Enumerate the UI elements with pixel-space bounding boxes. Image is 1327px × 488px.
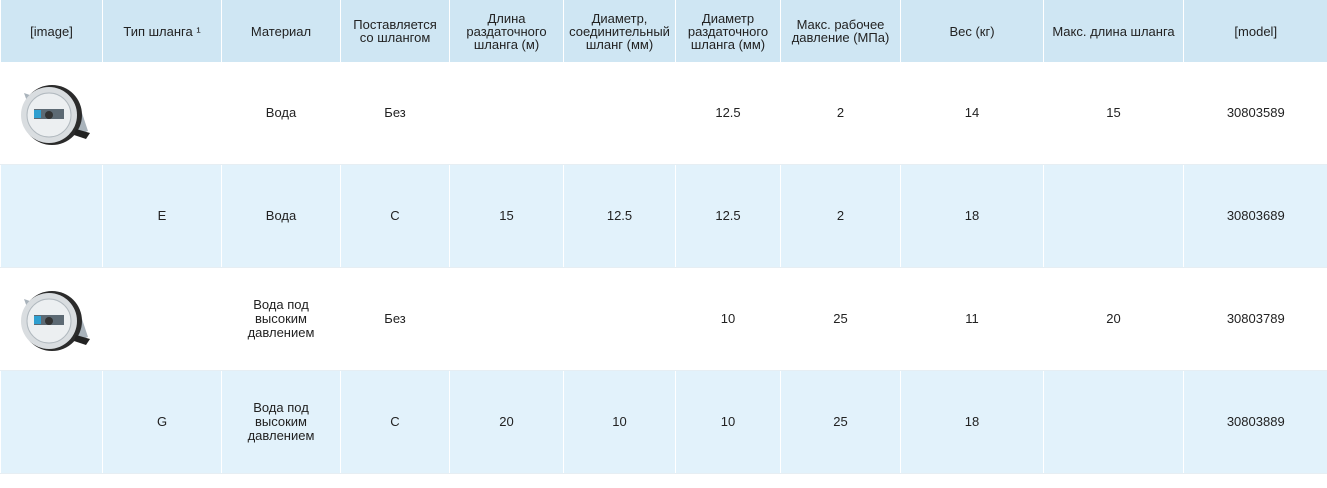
header-cell: Макс. длина шланга bbox=[1044, 0, 1184, 62]
image-cell bbox=[1, 371, 103, 474]
table-cell: 30803789 bbox=[1184, 268, 1327, 371]
table-cell: 20 bbox=[450, 371, 564, 474]
table-cell bbox=[450, 268, 564, 371]
table-cell bbox=[1044, 371, 1184, 474]
table-cell bbox=[103, 62, 222, 165]
table-cell bbox=[564, 268, 676, 371]
table-cell: 15 bbox=[1044, 62, 1184, 165]
table-cell: 10 bbox=[676, 371, 781, 474]
table-cell: 30803889 bbox=[1184, 371, 1327, 474]
table-cell: 2 bbox=[781, 62, 901, 165]
table-cell: 12.5 bbox=[676, 62, 781, 165]
header-cell: [image] bbox=[1, 0, 103, 62]
table-cell: Вода bbox=[222, 165, 341, 268]
table-cell: 2 bbox=[781, 165, 901, 268]
image-cell bbox=[1, 62, 103, 165]
table-cell: Без bbox=[341, 62, 450, 165]
table-cell: Вода bbox=[222, 62, 341, 165]
table-cell: 18 bbox=[901, 165, 1044, 268]
table-cell: 12.5 bbox=[676, 165, 781, 268]
table-cell: 12.5 bbox=[564, 165, 676, 268]
table-cell: С bbox=[341, 371, 450, 474]
header-cell: Макс. рабочее давление (МПа) bbox=[781, 0, 901, 62]
table-cell bbox=[564, 62, 676, 165]
table-cell: E bbox=[103, 165, 222, 268]
table-cell: С bbox=[341, 165, 450, 268]
table-cell: 30803589 bbox=[1184, 62, 1327, 165]
header-cell: Тип шланга ¹ bbox=[103, 0, 222, 62]
header-cell: [model] bbox=[1184, 0, 1327, 62]
table-cell bbox=[450, 62, 564, 165]
table-cell: 14 bbox=[901, 62, 1044, 165]
table-cell: 25 bbox=[781, 371, 901, 474]
header-cell: Материал bbox=[222, 0, 341, 62]
header-cell: Вес (кг) bbox=[901, 0, 1044, 62]
table-cell: 11 bbox=[901, 268, 1044, 371]
header-cell: Поставляется со шлангом bbox=[341, 0, 450, 62]
table-cell: 15 bbox=[450, 165, 564, 268]
image-cell bbox=[1, 165, 103, 268]
table-cell bbox=[1044, 165, 1184, 268]
header-cell: Диаметр, соединительный шланг (мм) bbox=[564, 0, 676, 62]
table-cell: Вода под высоким давлением bbox=[222, 268, 341, 371]
image-cell bbox=[1, 268, 103, 371]
table-cell: Вода под высоким давлением bbox=[222, 371, 341, 474]
table-cell: G bbox=[103, 371, 222, 474]
table-cell: 25 bbox=[781, 268, 901, 371]
page: [image]Тип шланга ¹МатериалПоставляется … bbox=[0, 0, 1327, 488]
table-cell: 18 bbox=[901, 371, 1044, 474]
table-cell: 10 bbox=[676, 268, 781, 371]
table-cell: 10 bbox=[564, 371, 676, 474]
table-cell bbox=[103, 268, 222, 371]
table-cell: 20 bbox=[1044, 268, 1184, 371]
header-cell: Длина раздаточного шланга (м) bbox=[450, 0, 564, 62]
table-cell: Без bbox=[341, 268, 450, 371]
table-cell: 30803689 bbox=[1184, 165, 1327, 268]
hose-reel-icon bbox=[12, 279, 92, 359]
header-cell: Диаметр раздаточного шланга (мм) bbox=[676, 0, 781, 62]
hose-reel-icon bbox=[12, 73, 92, 153]
